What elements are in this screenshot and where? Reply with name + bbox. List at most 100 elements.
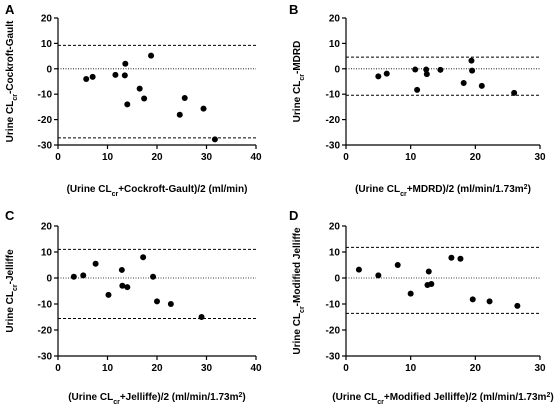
x-tick-label: 10 xyxy=(102,363,114,374)
data-point xyxy=(112,71,119,78)
y-axis-title: Urine CLcr-Modified Jelliffe xyxy=(292,227,306,355)
x-tick-label: 40 xyxy=(250,152,262,163)
data-point xyxy=(375,73,382,80)
x-tick-label: 40 xyxy=(250,363,262,374)
y-tick-label: 20 xyxy=(329,222,341,233)
panel-letter: C xyxy=(5,208,15,223)
data-point xyxy=(154,298,160,305)
x-tick-label: 10 xyxy=(405,152,417,163)
data-point xyxy=(80,272,87,279)
data-point xyxy=(89,73,96,80)
x-tick-label: 10 xyxy=(102,152,114,163)
x-tick-label: 10 xyxy=(405,363,417,374)
data-point xyxy=(176,111,183,118)
y-tick-label: 0 xyxy=(334,274,340,285)
panel-b: B -30 -20 -10 0 10 20 0 10 20 30 (Urine CLcr+MDRD)/… xyxy=(289,2,546,198)
y-tick-label: -10 xyxy=(38,90,53,101)
data-point xyxy=(211,136,218,143)
data-point xyxy=(141,95,148,102)
x-tick-label: 0 xyxy=(55,363,61,374)
panel-c: C -30 -20 -10 0 10 20 0 10 20 30 40 (Urine CLcr+Jell… xyxy=(5,208,262,405)
y-tick-label: -10 xyxy=(326,90,341,101)
y-tick-label: -20 xyxy=(326,115,341,126)
panel-letter: A xyxy=(5,2,15,17)
data-point xyxy=(383,70,390,77)
data-point xyxy=(478,82,485,89)
y-axis-title: Urine CLcr-Cockroft-Gault xyxy=(5,20,19,142)
data-point xyxy=(425,268,432,275)
data-point xyxy=(448,254,455,261)
data-point xyxy=(200,105,207,112)
data-point xyxy=(167,301,174,307)
x-tick-label: 30 xyxy=(201,152,213,163)
data-point xyxy=(119,282,126,289)
data-point xyxy=(105,291,112,298)
y-tick-label: 10 xyxy=(41,248,53,259)
y-tick-label: 10 xyxy=(41,39,53,50)
y-tick-label: 0 xyxy=(46,274,52,285)
y-tick-label: 10 xyxy=(329,248,341,259)
x-tick-label: 30 xyxy=(534,152,546,163)
data-point xyxy=(457,255,464,262)
x-tick-label: 0 xyxy=(343,363,349,374)
x-tick-label: 20 xyxy=(470,152,482,163)
y-tick-label: -30 xyxy=(38,141,53,152)
x-tick-label: 30 xyxy=(534,363,546,374)
x-tick-label: 20 xyxy=(151,363,163,374)
y-axis-title: Urine CLcr-MDRD xyxy=(292,41,306,123)
y-tick-label: -30 xyxy=(326,141,341,152)
data-point xyxy=(375,272,382,279)
y-tick-label: 20 xyxy=(41,222,53,233)
x-tick-label: 20 xyxy=(470,363,482,374)
data-point xyxy=(469,67,476,74)
data-point xyxy=(423,66,430,73)
x-tick-label: 0 xyxy=(55,152,61,163)
data-point xyxy=(511,89,518,96)
y-tick-label: 0 xyxy=(334,64,340,75)
data-point xyxy=(468,57,475,64)
y-tick-label: -20 xyxy=(326,326,341,337)
y-tick-label: 10 xyxy=(329,39,341,50)
data-point xyxy=(124,284,131,291)
data-point xyxy=(118,266,125,273)
data-point xyxy=(486,298,493,305)
y-tick-label: -10 xyxy=(326,300,341,311)
data-point xyxy=(122,60,129,67)
data-point xyxy=(148,52,155,59)
panel-a: A -30 -20 -10 0 10 20 0 10 20 30 40 (Urine CLcr+Cock… xyxy=(5,2,262,198)
data-point xyxy=(92,260,99,267)
data-point xyxy=(469,296,476,303)
data-point xyxy=(437,66,444,73)
data-point xyxy=(423,71,430,78)
data-point xyxy=(70,273,77,280)
y-tick-label: 0 xyxy=(46,64,52,75)
data-point xyxy=(428,280,435,287)
data-point xyxy=(198,314,205,320)
x-axis-title: (Urine CLcr+Modified Jelliffe)/2 (ml/min… xyxy=(332,392,553,405)
panel-d: D -30 -20 -10 0 10 20 0 10 20 30 (Urine CLcr+Modifi… xyxy=(289,208,554,405)
data-point xyxy=(150,273,157,280)
data-point xyxy=(412,66,419,73)
panel-letter: D xyxy=(289,208,298,223)
data-point xyxy=(355,266,362,273)
x-tick-label: 30 xyxy=(201,363,213,374)
panel-letter: B xyxy=(289,2,298,17)
data-point xyxy=(394,262,401,268)
x-axis-title: (Urine CLcr+Cockroft-Gault)/2 (ml/min) xyxy=(67,184,248,198)
data-point xyxy=(121,72,128,79)
data-point xyxy=(124,101,131,108)
data-point xyxy=(514,302,521,309)
data-point xyxy=(83,75,90,82)
y-tick-label: 20 xyxy=(41,14,53,25)
y-tick-label: -20 xyxy=(38,115,53,126)
y-tick-label: 20 xyxy=(329,14,341,25)
x-tick-label: 0 xyxy=(343,152,349,163)
data-point xyxy=(460,80,467,87)
y-tick-label: -20 xyxy=(38,326,53,337)
x-axis-title: (Urine CLcr+MDRD)/2 (ml/min/1.73m2) xyxy=(355,184,531,198)
data-point xyxy=(140,254,147,261)
y-axis-title: Urine CLcr-Jelliffe xyxy=(5,249,19,333)
y-tick-label: -30 xyxy=(38,352,53,363)
y-tick-label: -10 xyxy=(38,300,53,311)
